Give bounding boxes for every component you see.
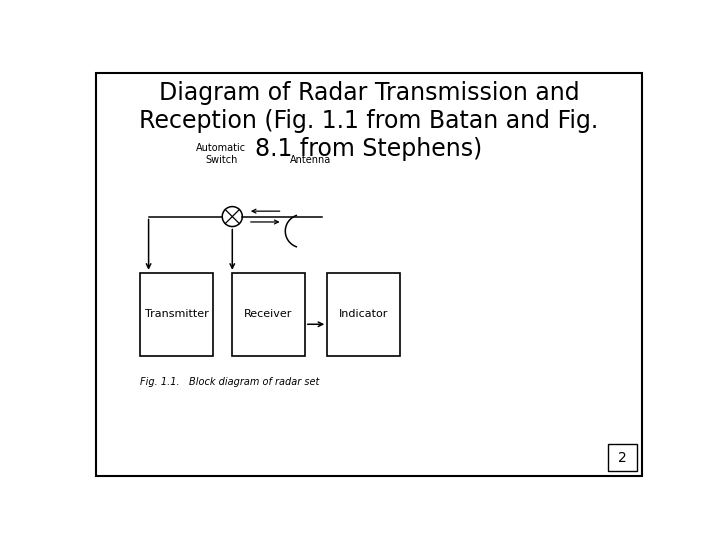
Text: Transmitter: Transmitter bbox=[145, 309, 208, 319]
Bar bbox=[327, 273, 400, 356]
Text: Automatic
Switch: Automatic Switch bbox=[196, 143, 246, 165]
Bar bbox=[233, 273, 305, 356]
Text: Diagram of Radar Transmission and
Reception (Fig. 1.1 from Batan and Fig.
8.1 fr: Diagram of Radar Transmission and Recept… bbox=[140, 82, 598, 161]
Text: Receiver: Receiver bbox=[244, 309, 293, 319]
Text: Indicator: Indicator bbox=[338, 309, 388, 319]
Text: 2: 2 bbox=[618, 451, 626, 465]
Text: Fig. 1.1.   Block diagram of radar set: Fig. 1.1. Block diagram of radar set bbox=[140, 377, 320, 387]
Text: Antenna: Antenna bbox=[289, 154, 331, 165]
Bar bbox=[608, 444, 637, 471]
Bar bbox=[140, 273, 213, 356]
